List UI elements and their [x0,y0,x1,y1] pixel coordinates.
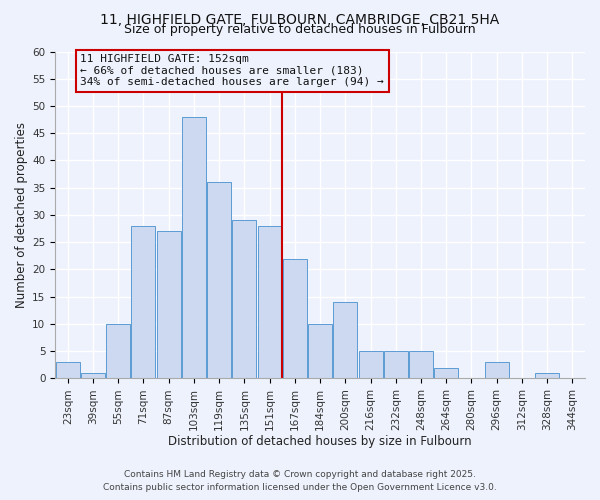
Bar [81,373,105,378]
Bar [257,226,281,378]
Bar [359,351,383,378]
Text: 11 HIGHFIELD GATE: 152sqm
← 66% of detached houses are smaller (183)
34% of semi: 11 HIGHFIELD GATE: 152sqm ← 66% of detac… [80,54,384,88]
Bar [283,258,307,378]
Bar [535,373,559,378]
Bar [232,220,256,378]
Bar [485,362,509,378]
Bar [409,351,433,378]
Bar [106,324,130,378]
Bar [56,362,80,378]
Bar [384,351,408,378]
Bar [308,324,332,378]
Text: Contains HM Land Registry data © Crown copyright and database right 2025.
Contai: Contains HM Land Registry data © Crown c… [103,470,497,492]
Bar [157,232,181,378]
Bar [207,182,231,378]
Bar [334,302,357,378]
Y-axis label: Number of detached properties: Number of detached properties [15,122,28,308]
Text: 11, HIGHFIELD GATE, FULBOURN, CAMBRIDGE, CB21 5HA: 11, HIGHFIELD GATE, FULBOURN, CAMBRIDGE,… [100,12,500,26]
Text: Size of property relative to detached houses in Fulbourn: Size of property relative to detached ho… [124,22,476,36]
X-axis label: Distribution of detached houses by size in Fulbourn: Distribution of detached houses by size … [168,434,472,448]
Bar [182,117,206,378]
Bar [131,226,155,378]
Bar [434,368,458,378]
